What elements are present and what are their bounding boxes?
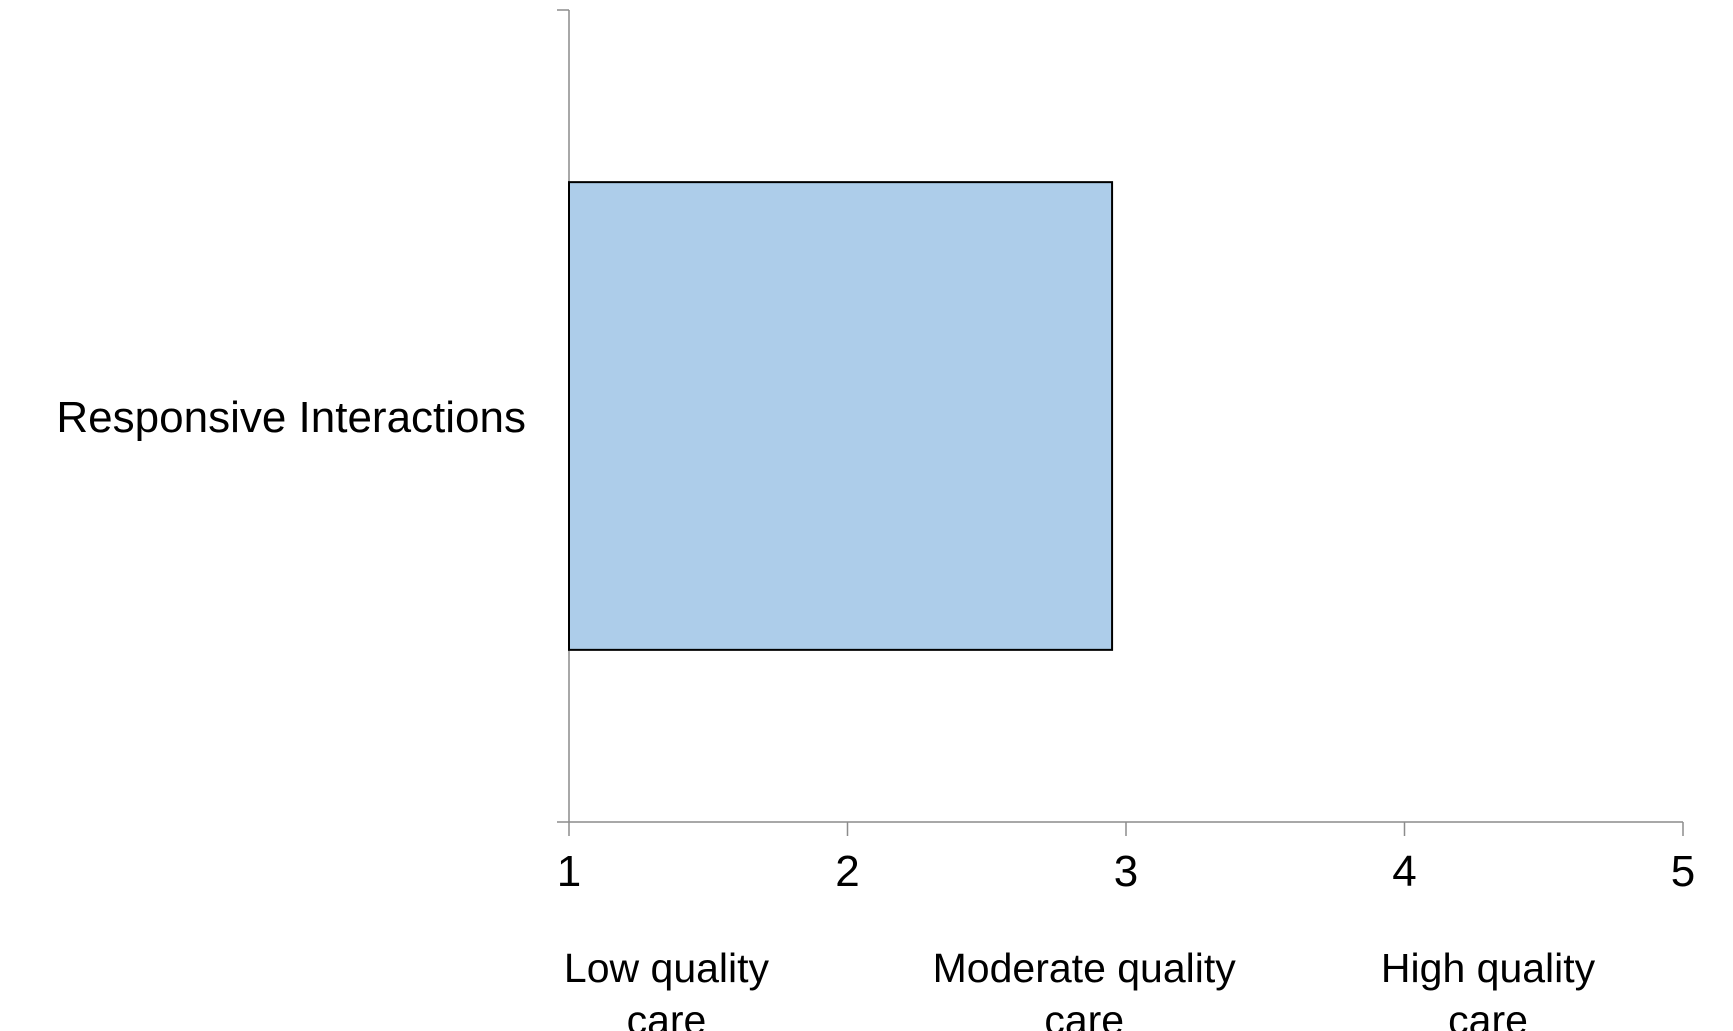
plot-area: 1 2 3 4 5 Responsive Interactions Low quality c… [56,9,1695,1031]
bar [568,181,1114,651]
x-anchor-label: care [1044,997,1124,1031]
x-tick-label: 2 [835,847,859,896]
x-anchor-label: Low quality [564,945,770,991]
x-anchor-label: High quality [1381,945,1596,991]
x-tick-label: 3 [1114,847,1138,896]
x-tick-label: 5 [1671,847,1695,896]
category-label: Responsive Interactions [56,393,526,442]
x-anchor-label: Moderate quality [933,945,1237,991]
x-tick-label: 1 [557,847,581,896]
x-anchor-label: care [1448,997,1528,1031]
x-anchor-label: care [627,997,707,1031]
x-tick-label: 4 [1392,847,1416,896]
